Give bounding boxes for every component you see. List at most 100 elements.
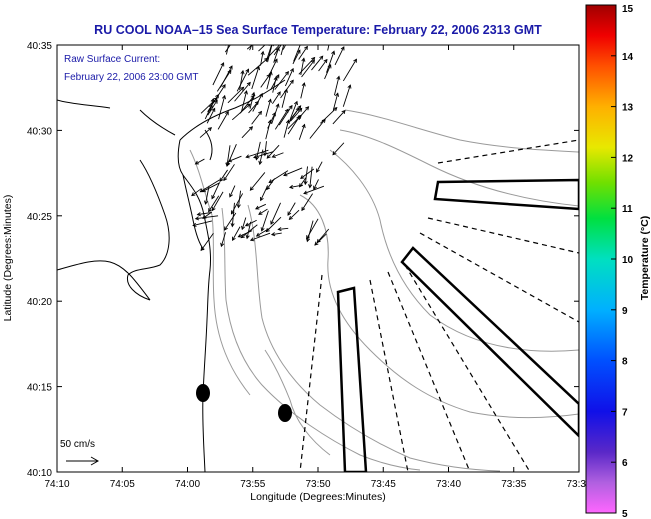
current-vector	[334, 76, 340, 96]
current-vector	[287, 202, 296, 216]
current-vector	[211, 183, 220, 199]
current-vector	[246, 45, 253, 50]
current-vector-head	[301, 82, 306, 87]
current-vector	[231, 193, 244, 215]
y-tick-label: 40:30	[27, 126, 52, 137]
current-vector-head	[194, 160, 199, 165]
current-vector-head	[211, 107, 216, 112]
current-vector-head	[228, 38, 231, 41]
current-vector-head	[275, 103, 280, 108]
current-vector	[260, 51, 264, 66]
current-vector	[249, 92, 255, 109]
current-vector-head	[204, 200, 209, 205]
current-vector	[241, 126, 253, 139]
radial-dashed-lines	[299, 139, 579, 472]
current-vector	[272, 152, 284, 158]
current-vector	[246, 149, 269, 158]
current-vector-head	[284, 108, 289, 113]
current-vector	[232, 226, 241, 241]
current-vector	[261, 210, 269, 231]
current-vector-head	[191, 192, 196, 197]
current-vector-head	[249, 237, 255, 242]
current-vector	[284, 68, 294, 87]
x-tick-label: 73:40	[436, 479, 461, 490]
x-axis-label: Longitude (Degrees:Minutes)	[250, 491, 385, 503]
current-vector	[208, 195, 220, 212]
current-vector-head	[275, 74, 280, 79]
current-vector-head	[220, 62, 225, 67]
current-vector	[239, 70, 244, 91]
current-vector	[219, 169, 228, 182]
current-vector	[200, 232, 214, 251]
current-vector-head	[256, 65, 261, 71]
colorbar-tick-label: 6	[622, 458, 628, 469]
current-vector-head	[255, 232, 261, 237]
current-vector-head	[245, 154, 250, 159]
current-vector-head	[273, 58, 278, 63]
current-vector-head	[270, 37, 273, 40]
current-vector	[274, 71, 289, 90]
colorbar-tick-label: 12	[622, 153, 634, 164]
x-tick-label: 73:30	[566, 479, 591, 490]
current-vector-head	[258, 160, 263, 166]
colorbar-tick-label: 13	[622, 103, 634, 114]
current-vector-head	[294, 100, 298, 106]
current-vector	[298, 46, 308, 60]
colorbar-tick-label: 10	[622, 255, 634, 266]
current-vector	[306, 220, 314, 242]
current-vector-head	[260, 227, 265, 232]
current-vector-head	[289, 79, 294, 84]
colorbar-tick-label: 5	[622, 509, 628, 519]
current-vector	[247, 58, 268, 76]
current-vector	[273, 45, 282, 56]
current-vector-head	[311, 59, 315, 64]
current-vector	[316, 161, 323, 173]
current-vector-head	[259, 196, 264, 202]
current-vector	[266, 144, 280, 159]
current-vector-head	[290, 67, 294, 73]
current-vector	[269, 59, 278, 75]
scale-vector: 50 cm/s	[60, 439, 100, 466]
legend-line-2: February 22, 2006 23:00 GMT	[64, 72, 199, 83]
current-vector	[226, 145, 231, 167]
current-vector	[228, 155, 242, 162]
x-tick-label: 74:10	[44, 479, 69, 490]
current-vector-head	[301, 37, 304, 40]
current-vector	[256, 228, 269, 237]
current-vector-head	[245, 68, 250, 73]
y-axis-ticks: 40:35 40:30 40:25 40:20 40:15 40:10	[27, 41, 579, 479]
current-vector	[300, 82, 305, 99]
current-vector-head	[223, 176, 228, 182]
current-vector-head	[270, 41, 273, 44]
y-tick-label: 40:25	[27, 212, 52, 223]
current-vector	[273, 47, 280, 63]
current-vector-head	[200, 246, 205, 252]
current-vector-head	[303, 190, 308, 195]
current-vector-head	[219, 177, 224, 182]
current-vector	[265, 45, 281, 60]
current-vector-head	[213, 97, 218, 102]
current-vector	[301, 193, 313, 211]
current-vector-head	[335, 92, 340, 97]
current-vector	[236, 69, 249, 92]
current-vector	[266, 71, 272, 90]
current-vector	[206, 108, 216, 124]
current-vector	[224, 212, 237, 231]
current-vector	[309, 119, 326, 139]
current-vector	[220, 232, 226, 247]
current-vector-head	[246, 81, 251, 87]
current-vector-head	[327, 64, 332, 69]
current-vector-head	[232, 236, 236, 242]
current-vector	[234, 82, 251, 102]
current-vector-head	[241, 225, 246, 231]
current-vector	[342, 84, 351, 107]
current-vector	[227, 86, 244, 104]
current-vector-head	[244, 222, 250, 227]
current-vector	[324, 64, 332, 80]
x-tick-label: 74:05	[110, 479, 135, 490]
bathymetry-contours	[189, 109, 579, 472]
current-vector	[332, 142, 345, 155]
current-vector	[211, 191, 224, 211]
current-vector	[223, 164, 235, 181]
